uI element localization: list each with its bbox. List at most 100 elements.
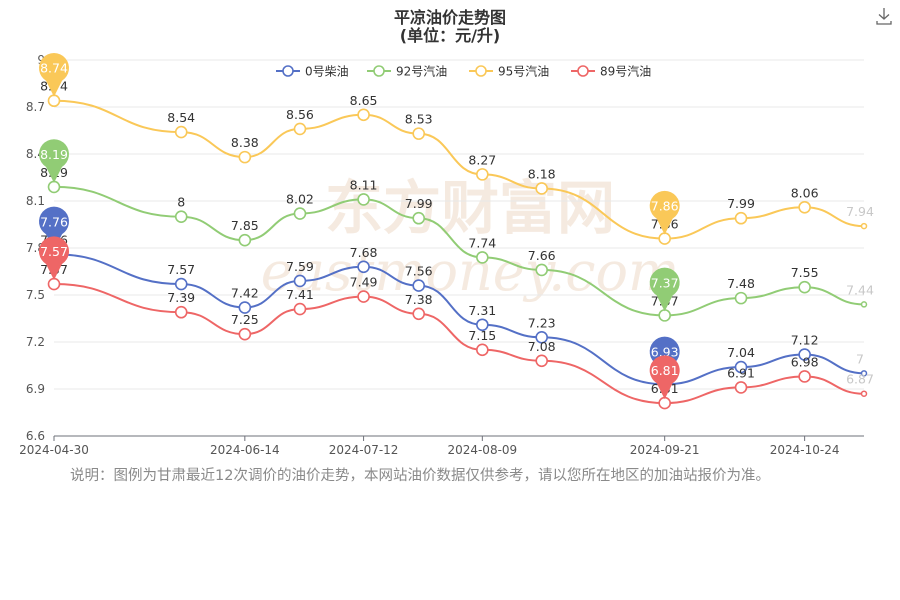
data-point — [535, 354, 548, 368]
pin-label: 6.93 — [651, 344, 679, 359]
data-point — [860, 390, 868, 397]
pin-marker: 7.57 — [39, 236, 70, 281]
data-label: 7.85 — [231, 218, 259, 233]
legend-swatch-dot — [577, 65, 589, 77]
data-label: 7.59 — [286, 259, 314, 274]
data-label: 7.31 — [468, 303, 496, 318]
x-tick-label: 2024-06-14 — [210, 443, 280, 457]
data-point — [293, 302, 307, 316]
legend-item-2: 95号汽油 — [469, 64, 549, 79]
data-label: 7.68 — [350, 245, 378, 260]
data-label: 7.15 — [468, 328, 496, 343]
y-tick-label: 9 — [37, 53, 45, 67]
data-point — [535, 330, 548, 344]
legend-item-3: 89号汽油 — [571, 64, 651, 79]
data-point — [293, 207, 307, 220]
data-label: 7.41 — [286, 287, 314, 302]
legend-label: 92号汽油 — [396, 64, 447, 79]
data-label: 8.38 — [231, 135, 259, 150]
pin-marker: 7.76 — [39, 206, 70, 251]
watermark-text-en: eastmoney.com — [261, 240, 679, 303]
pin-shape — [39, 53, 70, 97]
y-tick-label: 8.1 — [26, 194, 45, 208]
pin-label: 8.74 — [40, 61, 68, 76]
data-label: 7.48 — [727, 276, 755, 291]
data-point — [734, 211, 748, 225]
data-label: 7.04 — [727, 345, 755, 360]
chart-subtitle: (单位：元/升) — [399, 26, 501, 45]
data-label: 7.23 — [528, 315, 556, 330]
data-label: 7.99 — [727, 196, 755, 211]
data-point — [174, 125, 188, 139]
data-label: 6.91 — [727, 365, 755, 380]
pin-shape — [39, 139, 70, 183]
data-label: 7.66 — [528, 248, 556, 263]
data-label: 8.53 — [405, 112, 433, 127]
data-label: 7 — [856, 351, 864, 366]
data-point — [47, 180, 61, 194]
data-point — [47, 94, 61, 108]
data-point — [238, 233, 252, 247]
data-point — [238, 150, 252, 164]
pin-shape — [39, 236, 70, 281]
data-point — [412, 127, 426, 140]
data-point — [357, 260, 370, 274]
chart-title: 平凉油价走势图 — [393, 8, 506, 27]
data-point — [476, 343, 489, 357]
data-label: 7.56 — [405, 264, 433, 279]
data-point — [238, 327, 252, 341]
data-point — [658, 309, 671, 322]
data-label: 7.99 — [405, 196, 433, 211]
legend-swatch-dot — [282, 65, 294, 77]
legend-label: 0号柴油 — [305, 65, 349, 79]
data-point — [357, 290, 370, 303]
pin-label: 7.76 — [40, 214, 68, 229]
download-button[interactable] — [874, 6, 894, 26]
data-point — [798, 280, 811, 294]
pin-shape — [39, 206, 70, 251]
data-label: 7.55 — [791, 265, 819, 280]
data-point — [658, 396, 671, 410]
data-point — [357, 193, 370, 206]
data-point — [860, 222, 868, 230]
data-label: 7.74 — [468, 235, 496, 250]
data-label: 7.42 — [231, 286, 259, 301]
data-label: 8.18 — [528, 166, 556, 181]
pin-label: 7.37 — [651, 275, 679, 290]
legend-swatch-dot — [373, 65, 385, 77]
data-point — [293, 274, 307, 288]
data-point — [658, 232, 671, 245]
data-point — [412, 211, 426, 225]
legend-item-1: 92号汽油 — [367, 64, 447, 79]
x-tick-label: 2024-09-21 — [630, 443, 700, 457]
data-point — [734, 291, 748, 305]
data-label: 6.87 — [846, 372, 874, 387]
pin-marker: 7.37 — [649, 267, 680, 312]
legend-item-0: 0号柴油 — [276, 65, 349, 79]
data-point — [174, 277, 188, 291]
data-point — [47, 277, 61, 291]
data-label: 8.27 — [468, 152, 496, 167]
data-label: 8.54 — [167, 110, 195, 125]
pin-marker: 7.86 — [649, 190, 680, 235]
legend-swatch-dot — [475, 65, 487, 77]
pin-marker: 6.81 — [649, 355, 680, 400]
data-label: 7.44 — [846, 282, 874, 297]
legend-label: 89号汽油 — [600, 64, 651, 79]
data-point — [798, 200, 811, 214]
data-label: 8 — [177, 195, 185, 210]
x-tick-label: 2024-10-24 — [770, 443, 840, 457]
data-label: 8.56 — [286, 107, 314, 122]
chart-note: 说明：图例为甘肃最近12次调价的油价走势，本网站油价数据仅供参考，请以您所在地区… — [70, 468, 770, 484]
data-point — [535, 182, 548, 195]
data-point — [734, 381, 748, 394]
watermark-text-cn: 东方财富网 — [325, 174, 615, 242]
data-label: 6.98 — [791, 354, 819, 369]
pin-label: 8.19 — [40, 147, 68, 162]
x-tick-label: 2024-08-09 — [447, 443, 517, 457]
data-point — [860, 301, 868, 308]
grid — [54, 59, 864, 437]
